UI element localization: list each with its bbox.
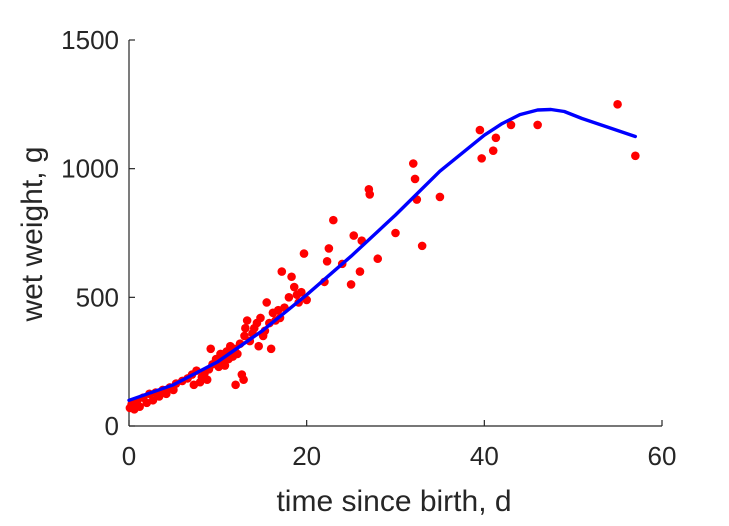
data-point bbox=[491, 133, 501, 143]
data-point bbox=[365, 190, 375, 199]
data-point bbox=[417, 241, 427, 251]
fit-curve bbox=[127, 107, 637, 402]
data-point bbox=[477, 154, 486, 163]
data-point bbox=[297, 287, 306, 297]
y-tick-label: 1000 bbox=[61, 154, 119, 184]
data-point bbox=[488, 146, 498, 155]
data-point bbox=[239, 375, 248, 384]
y-axis-label: wet weight, g bbox=[16, 146, 49, 322]
x-tick-label: 20 bbox=[292, 441, 321, 471]
data-point bbox=[262, 298, 271, 307]
data-point bbox=[613, 100, 622, 109]
data-point bbox=[135, 402, 144, 412]
data-point bbox=[289, 282, 299, 292]
data-point bbox=[233, 349, 242, 359]
y-tick-label: 1500 bbox=[61, 25, 119, 55]
data-point bbox=[202, 375, 212, 384]
data-point bbox=[206, 344, 216, 354]
data-point bbox=[254, 341, 263, 351]
data-point bbox=[391, 228, 400, 238]
data-points bbox=[125, 100, 640, 414]
y-tick-label: 0 bbox=[105, 411, 119, 441]
data-point bbox=[533, 120, 542, 130]
data-point bbox=[322, 257, 332, 266]
data-point bbox=[631, 151, 640, 161]
data-point bbox=[284, 293, 294, 302]
data-point bbox=[355, 267, 365, 276]
data-point bbox=[349, 231, 359, 240]
data-point bbox=[240, 331, 249, 341]
data-point bbox=[266, 344, 276, 354]
x-tick-label: 60 bbox=[648, 441, 677, 471]
data-point bbox=[329, 215, 338, 225]
x-axis-label: time since birth, d bbox=[276, 485, 511, 518]
data-point bbox=[231, 380, 240, 390]
x-tick-label: 40 bbox=[470, 441, 499, 471]
data-point bbox=[408, 159, 418, 168]
data-point bbox=[475, 125, 485, 135]
data-point bbox=[435, 192, 445, 202]
data-point bbox=[169, 385, 178, 395]
data-point bbox=[287, 272, 296, 282]
data-point bbox=[373, 254, 383, 264]
fit-line-layer bbox=[127, 107, 637, 402]
data-point bbox=[346, 280, 356, 289]
axes bbox=[128, 39, 663, 427]
data-point bbox=[220, 361, 230, 370]
data-point bbox=[148, 395, 158, 405]
data-point bbox=[506, 120, 516, 130]
data-point bbox=[162, 389, 171, 399]
data-point bbox=[242, 316, 252, 325]
data-point bbox=[324, 244, 334, 253]
data-point bbox=[154, 392, 164, 401]
data-point bbox=[299, 249, 309, 258]
data-point bbox=[277, 267, 287, 276]
x-tick-label: 0 bbox=[122, 441, 136, 471]
tick-labels: 0 20 40 60 0 500 1000 1500 bbox=[61, 25, 676, 471]
data-point bbox=[241, 323, 250, 333]
data-point bbox=[410, 174, 420, 184]
y-tick-label: 500 bbox=[76, 282, 119, 312]
data-point bbox=[256, 313, 265, 323]
